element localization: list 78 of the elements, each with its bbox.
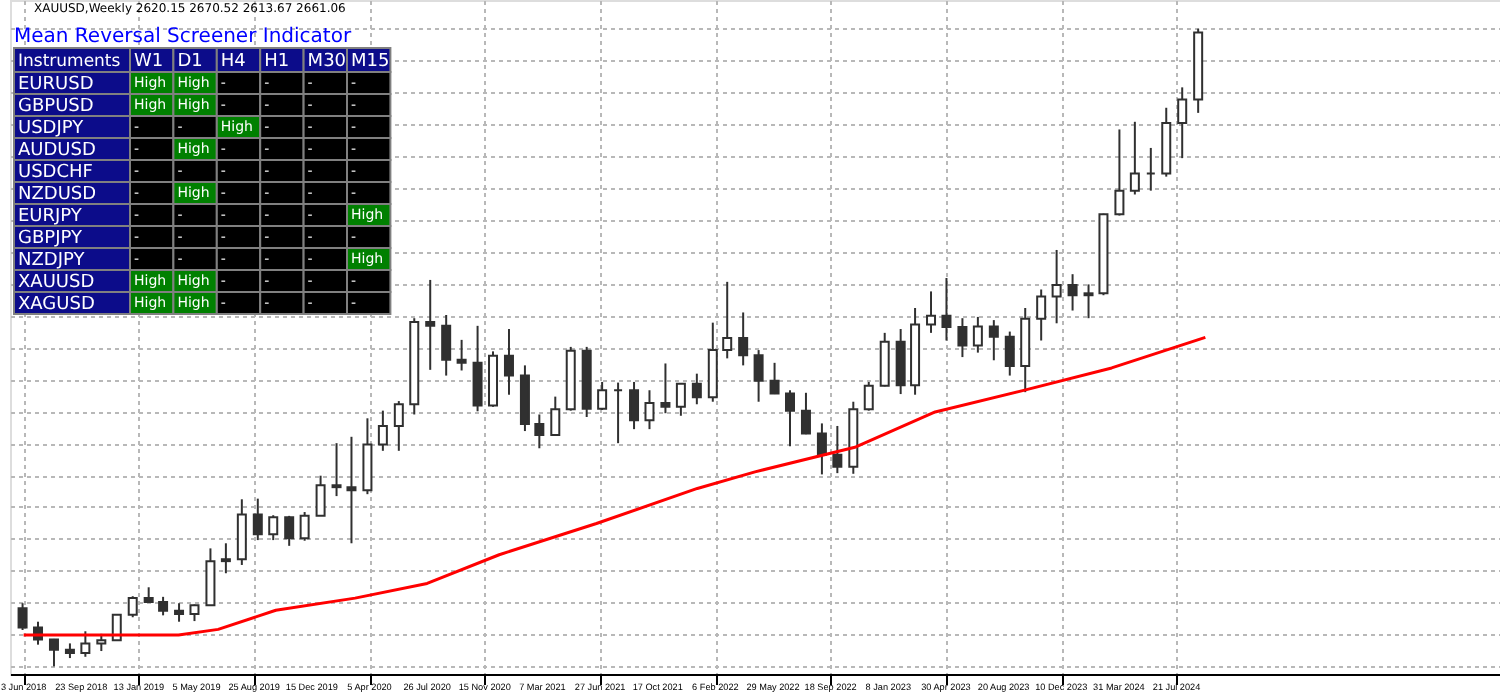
candlestick [785, 389, 795, 448]
candlestick [1083, 283, 1094, 320]
candlestick [220, 542, 231, 575]
category-label: M15 [351, 52, 390, 72]
candlestick [17, 602, 28, 631]
candlestick [1020, 306, 1031, 394]
candlestick [895, 328, 906, 396]
candlestick [957, 317, 968, 359]
candlestick [675, 382, 686, 417]
category-label: USDJPY [18, 119, 84, 139]
candlestick [629, 380, 640, 431]
candlestick [158, 595, 169, 617]
category-label: GBPJPY [18, 229, 82, 249]
candlestick [299, 511, 310, 542]
category-label: NZDJPY [18, 251, 85, 271]
candlestick [48, 637, 59, 668]
candlestick [174, 602, 185, 623]
candlestick [941, 277, 952, 342]
candlestick [425, 278, 436, 371]
candlestick [1177, 86, 1188, 160]
candlestick [315, 474, 326, 517]
category-label: GBPUSD [18, 97, 94, 117]
category-label: AUDUSD [18, 141, 96, 161]
candlestick [1067, 273, 1078, 312]
category-label: XAUUSD [18, 273, 95, 293]
candlestick [691, 372, 702, 406]
category-label: NZDUSD [18, 185, 97, 205]
candlestick [863, 380, 874, 412]
candlestick [503, 328, 514, 396]
candlestick [472, 324, 483, 413]
candlestick [346, 435, 357, 545]
candlestick [1036, 288, 1047, 342]
candlestick [362, 417, 373, 496]
category-label: D1 [177, 52, 203, 72]
candlestick [722, 280, 733, 360]
candlestick [236, 498, 247, 566]
candlestick [988, 319, 999, 362]
candlestick [127, 595, 138, 619]
candlestick [393, 400, 404, 452]
candlestick [707, 321, 718, 403]
candlestick [753, 349, 764, 403]
candlestick [1004, 330, 1015, 377]
candlestick [550, 395, 561, 437]
text: Instruments [18, 52, 122, 72]
candlestick [534, 413, 545, 450]
category-label: EURJPY [18, 207, 82, 227]
candlestick [597, 380, 608, 412]
candlestick [441, 314, 452, 377]
candlestick [377, 409, 388, 452]
category-label: W1 [134, 52, 164, 72]
candlestick [1129, 120, 1140, 196]
candlestick [284, 514, 295, 547]
category-label: H1 [264, 52, 290, 72]
candlestick [1114, 128, 1125, 217]
candlestick [111, 613, 122, 642]
category-label: XAGUSD [18, 295, 95, 315]
candlestick [80, 630, 91, 658]
candlestick [800, 391, 811, 436]
category-label: M30 [307, 52, 347, 72]
candlestick [644, 389, 655, 431]
candlestick [972, 315, 983, 354]
candlestick [738, 311, 749, 367]
candlestick [205, 547, 216, 607]
candlestick [1051, 248, 1062, 325]
candlestick [926, 290, 937, 334]
candlestick [660, 362, 671, 415]
text: Mean Reversal Screener Indicator [14, 26, 353, 48]
candlestick [816, 422, 827, 476]
candlestick [879, 331, 890, 388]
candlestick [268, 514, 279, 542]
candlestick [456, 338, 467, 372]
category-label: USDCHF [18, 163, 93, 183]
category-label: EURUSD [18, 75, 94, 95]
candlestick [769, 361, 780, 396]
category-label: H4 [220, 52, 247, 72]
candlestick [331, 442, 342, 498]
candlestick [252, 497, 263, 542]
candlestick [832, 424, 843, 475]
